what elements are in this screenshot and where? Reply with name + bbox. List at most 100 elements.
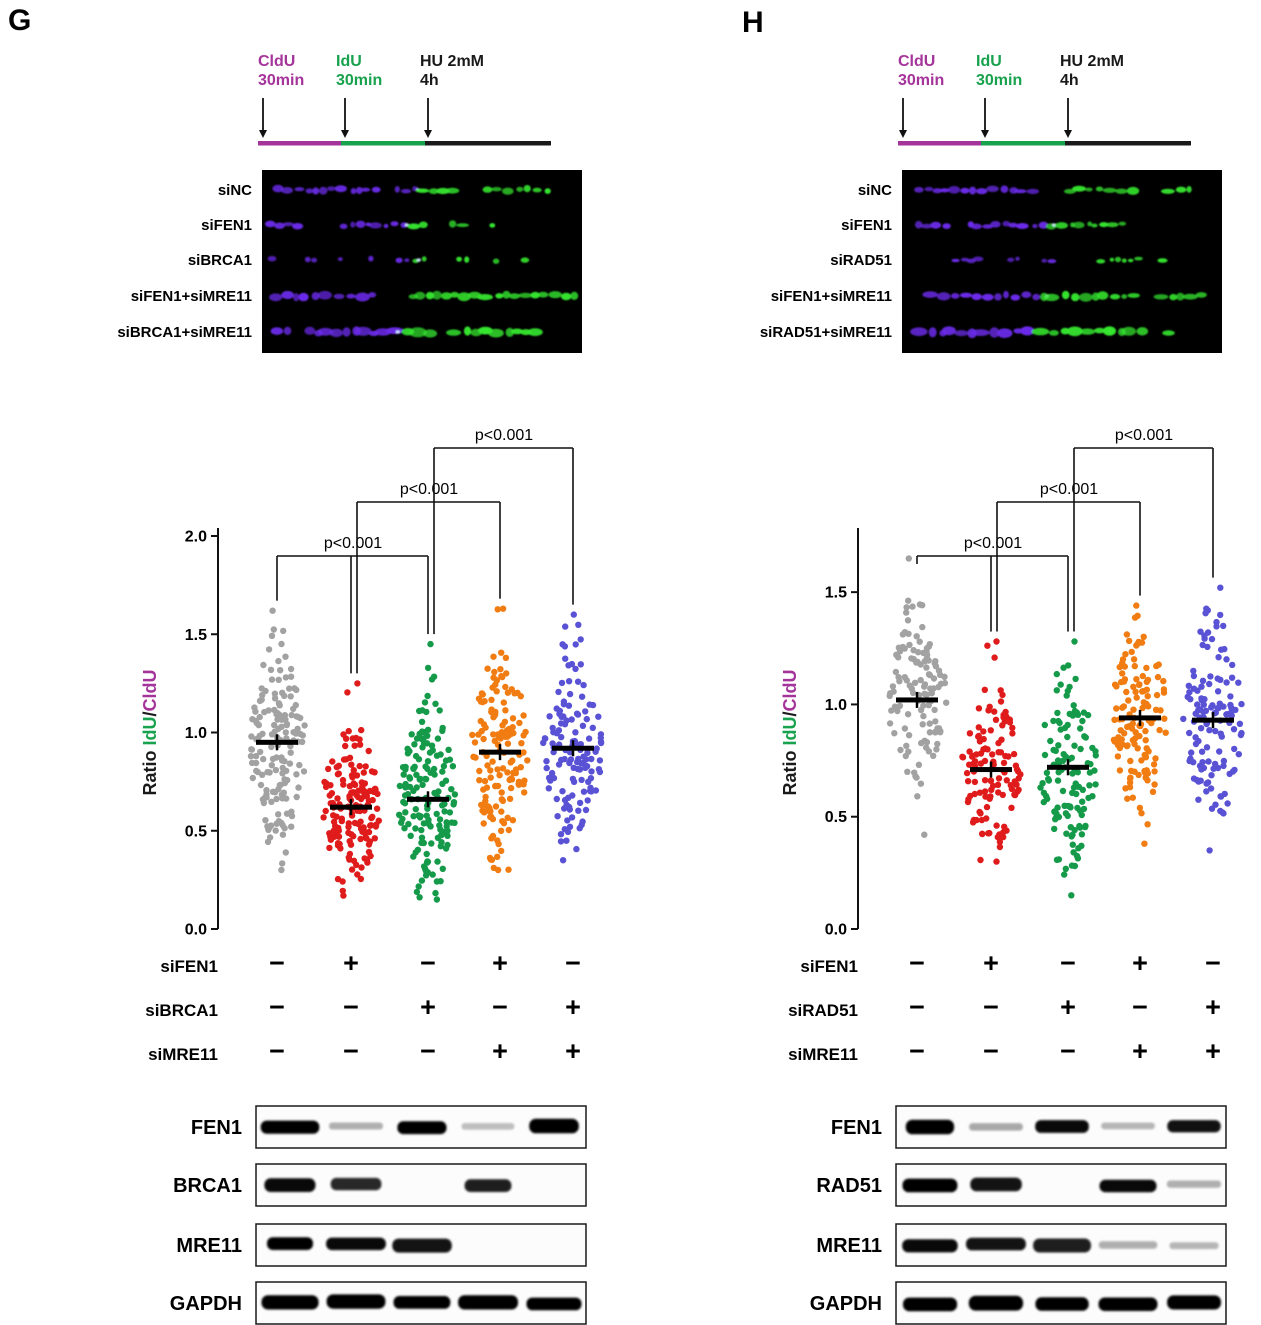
blot-band — [1098, 1241, 1158, 1249]
matrix-row-label: siRAD51 — [788, 1001, 858, 1020]
matrix-cell: − — [909, 992, 925, 1022]
matrix-cell: + — [343, 948, 359, 978]
blot-label: GAPDH — [810, 1293, 882, 1315]
timeline-segment — [1065, 141, 1191, 146]
matrix-cell: − — [269, 1036, 285, 1066]
y-axis-label: Ratio IdU/CldU — [780, 669, 800, 795]
matrix-cell: − — [492, 992, 508, 1022]
dot-group-siRAD51+siMRE11 — [1180, 584, 1245, 854]
blot-label: BRCA1 — [173, 1175, 242, 1197]
schematic-step-duration: 30min — [258, 72, 304, 89]
blot-label: MRE11 — [816, 1235, 882, 1257]
p-value-label: p<0.001 — [1040, 481, 1098, 498]
matrix-cell: − — [1132, 992, 1148, 1022]
matrix-row-label: siMRE11 — [148, 1045, 218, 1064]
blot-band — [526, 1297, 582, 1311]
p-value-label: p<0.001 — [475, 427, 533, 444]
blot-band — [1098, 1297, 1158, 1311]
blot-band — [458, 1295, 518, 1310]
timeline-arrowhead-icon — [424, 130, 432, 138]
dna-fiber-image — [902, 170, 1222, 353]
matrix-cell: − — [1205, 948, 1221, 978]
mean-bar — [407, 796, 449, 802]
dot-group-siFEN1+siMRE11 — [469, 605, 531, 874]
matrix-cell: − — [1060, 1036, 1076, 1066]
matrix-cell: + — [492, 948, 508, 978]
blot-band — [903, 1297, 958, 1312]
timeline-arrowhead-icon — [899, 130, 907, 138]
y-tick-label: 1.5 — [185, 627, 207, 644]
matrix-row-label: siFEN1 — [800, 957, 858, 976]
blot-band — [330, 1177, 382, 1191]
y-axis-label: Ratio IdU/CldU — [140, 669, 160, 795]
fiber-row-label: siBRCA1 — [188, 252, 252, 269]
blot-label: RAD51 — [816, 1175, 882, 1197]
matrix-cell: − — [983, 1036, 999, 1066]
mean-bar — [896, 697, 938, 703]
blot-band — [464, 1179, 512, 1192]
fiber-row-label: siFEN1 — [201, 217, 252, 234]
blot-band — [969, 1123, 1023, 1131]
y-tick-label: 1.5 — [825, 585, 847, 602]
dna-fiber-image — [262, 170, 582, 353]
schematic-step-label: IdU — [976, 53, 1002, 70]
fiber-row-label: siFEN1+siMRE11 — [131, 288, 252, 305]
schematic-step-duration: 4h — [420, 72, 439, 89]
mean-bar — [970, 767, 1012, 773]
matrix-cell: + — [1060, 992, 1076, 1022]
panel-G-content: CldU 30min IdU 30min HU 2mM 4h siNC siFEN1 siBRC… — [117, 53, 605, 1325]
dot-group-siFEN1 — [320, 680, 382, 899]
blot-band — [905, 1119, 955, 1135]
blot-band — [1166, 1180, 1222, 1188]
fiber-row-label: siNC — [858, 182, 892, 199]
schematic-step-duration: 4h — [1060, 72, 1079, 89]
p-value-label: p<0.001 — [964, 535, 1022, 552]
matrix-row-label: siFEN1 — [160, 957, 218, 976]
fiber-row-label: siBRCA1+siMRE11 — [117, 324, 252, 341]
mean-bar — [256, 739, 298, 745]
blot-band — [902, 1239, 958, 1253]
blot-band — [261, 1295, 319, 1310]
matrix-row-label: siMRE11 — [788, 1045, 858, 1064]
dot-group-siFEN1 — [959, 638, 1024, 865]
dna-fibers — [910, 185, 1207, 339]
dot-group-siBRCA1 — [396, 640, 459, 903]
y-tick-label: 0.0 — [825, 922, 847, 939]
blot-band — [968, 1295, 1024, 1311]
schematic-step-duration: 30min — [898, 72, 944, 89]
blot-band — [1033, 1238, 1091, 1253]
timeline-segment — [341, 141, 425, 146]
blot-band — [529, 1118, 579, 1134]
panel-G: G CldU 30min IdU 30min HU 2mM 4h siNC siFEN1 siB… — [8, 4, 605, 1325]
blot-band — [970, 1177, 1022, 1192]
fiber-row-label: siFEN1+siMRE11 — [771, 288, 892, 305]
schematic-step-label: HU 2mM — [420, 53, 484, 70]
blot-band — [902, 1178, 958, 1193]
matrix-cell: − — [983, 992, 999, 1022]
dot-group-siBRCA1+siMRE11 — [540, 611, 605, 864]
blot-band — [326, 1237, 386, 1251]
blot-band — [392, 1238, 452, 1253]
timeline-segment — [258, 141, 341, 146]
blot-band — [1099, 1179, 1157, 1193]
blot-label: GAPDH — [170, 1293, 242, 1315]
timeline-arrowhead-icon — [259, 130, 267, 138]
blot-band — [397, 1121, 447, 1135]
blot-band — [966, 1237, 1026, 1251]
blot-band — [1169, 1242, 1219, 1250]
matrix-cell: + — [1205, 1036, 1221, 1066]
matrix-cell: − — [343, 1036, 359, 1066]
fiber-row-label: siRAD51+siMRE11 — [760, 324, 892, 341]
p-value-label: p<0.001 — [324, 535, 382, 552]
blot-band — [461, 1123, 515, 1130]
matrix-cell: − — [420, 948, 436, 978]
blot-band — [1167, 1295, 1221, 1310]
fiber-row-label: siFEN1 — [841, 217, 892, 234]
dna-fibers — [264, 184, 579, 338]
y-tick-label: 0.5 — [185, 823, 207, 840]
y-tick-label: 0.5 — [825, 809, 847, 826]
panel-H-content: CldU 30min IdU 30min HU 2mM 4h siNC siFEN1 siRAD… — [760, 53, 1245, 1325]
matrix-row-label: siBRCA1 — [145, 1001, 218, 1020]
dot-group-siNC — [886, 555, 950, 838]
